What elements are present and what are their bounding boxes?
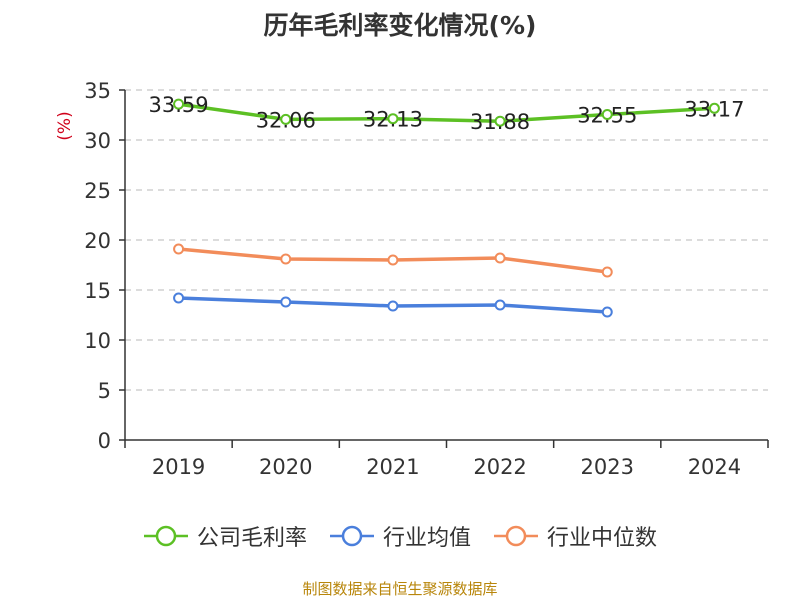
data-label: 32.13 [363, 108, 423, 132]
legend-swatch [494, 525, 538, 547]
data-point [387, 300, 399, 312]
series-line [178, 102, 715, 123]
legend-item[interactable]: 行业均值 [329, 520, 471, 552]
legend-swatch [329, 525, 374, 547]
data-label: 33.59 [149, 93, 209, 117]
y-tick-label: 5 [98, 379, 111, 403]
legend-swatch-marker [505, 525, 527, 547]
chart-source: 制图数据来自恒生聚源数据库 [302, 580, 498, 598]
legend-swatch [143, 525, 188, 547]
y-tick-label: 0 [98, 429, 111, 453]
x-tick-label: 2021 [366, 455, 419, 479]
x-tick-label: 2022 [473, 455, 526, 479]
data-label: 32.55 [577, 104, 637, 128]
y-tick-label: 35 [84, 79, 111, 103]
legend-label: 公司毛利率 [196, 526, 307, 551]
x-tick-label: 2024 [688, 455, 741, 479]
series-group [173, 243, 613, 278]
data-point [601, 306, 613, 318]
y-tick-label: 25 [84, 179, 111, 203]
data-point [494, 252, 506, 264]
legend-item[interactable]: 公司毛利率 [143, 520, 307, 552]
x-tick-label: 2019 [152, 455, 205, 479]
data-point [494, 115, 506, 127]
data-point [601, 266, 613, 278]
data-point [494, 299, 506, 311]
chart-title: 历年毛利率变化情况(%) [263, 11, 537, 40]
data-point [280, 113, 292, 125]
data-point [387, 113, 399, 125]
data-point [387, 254, 399, 266]
data-point [280, 253, 292, 265]
y-tick-label: 10 [84, 329, 111, 353]
legend-swatch-marker [341, 525, 363, 547]
y-tick-label: 30 [84, 129, 111, 153]
y-axis-label: (%) [55, 111, 75, 140]
legend-swatch-marker [155, 525, 177, 547]
data-label: 32.06 [256, 108, 316, 132]
data-label: 31.88 [470, 110, 530, 134]
data-point [173, 292, 185, 304]
data-point [708, 102, 720, 114]
legend-label: 行业均值 [382, 526, 471, 551]
data-point [601, 109, 613, 120]
series-group: 33.59 32.06 32.13 31.88 32.55 33.17 [149, 93, 745, 134]
legend-label: 行业中位数 [547, 526, 658, 551]
data-point [280, 296, 292, 308]
x-tick-label: 2023 [581, 455, 634, 479]
y-tick-label: 15 [84, 279, 111, 303]
data-point [173, 98, 185, 110]
data-point [173, 243, 185, 255]
series-group [173, 292, 613, 318]
legend-item[interactable]: 行业中位数 [493, 520, 657, 552]
chart-legend: 公司毛利率 行业均值 行业中位数 [0, 520, 800, 552]
y-tick-label: 20 [84, 229, 111, 253]
x-tick-label: 2020 [259, 455, 312, 479]
data-label: 33.17 [684, 97, 744, 121]
